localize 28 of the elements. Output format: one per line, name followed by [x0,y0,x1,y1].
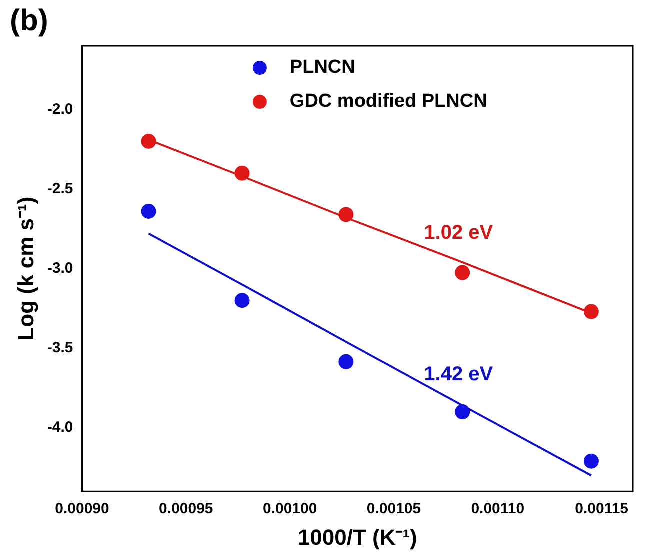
x-tick-label: 0.00115 [575,500,629,518]
point [455,265,470,280]
series-label: 1.02 eV [424,222,494,244]
point [584,304,599,320]
legend-label: PLNCN [290,57,356,78]
point [338,207,354,222]
y-tick-label: -4.0 [47,419,74,436]
point [141,134,156,149]
y-tick-label: -3.0 [47,260,74,277]
point [234,293,250,308]
point [234,166,250,181]
x-tick-label: 0.00095 [159,500,214,518]
x-tick-label: 0.00105 [366,500,422,518]
series-label: 1.42 eV [424,364,494,386]
y-tick-label: -2.0 [47,100,74,118]
point [584,454,599,469]
y-tick-label: -3.5 [47,340,74,357]
y-axis-title: Log (k cm s⁻¹) [13,196,38,341]
chart-title: (b) [10,4,48,38]
x-tick-label: 0.00110 [471,500,525,518]
legend-label: GDC modified PLNCN [290,91,488,112]
point [141,204,156,220]
point [455,404,470,420]
point [338,354,354,370]
x-tick-label: 0.00100 [262,500,318,518]
x-tick-label: 0.00090 [55,500,110,518]
x-axis-title: 1000/T (K⁻¹) [298,524,418,550]
y-tick-label: -2.5 [47,180,74,198]
